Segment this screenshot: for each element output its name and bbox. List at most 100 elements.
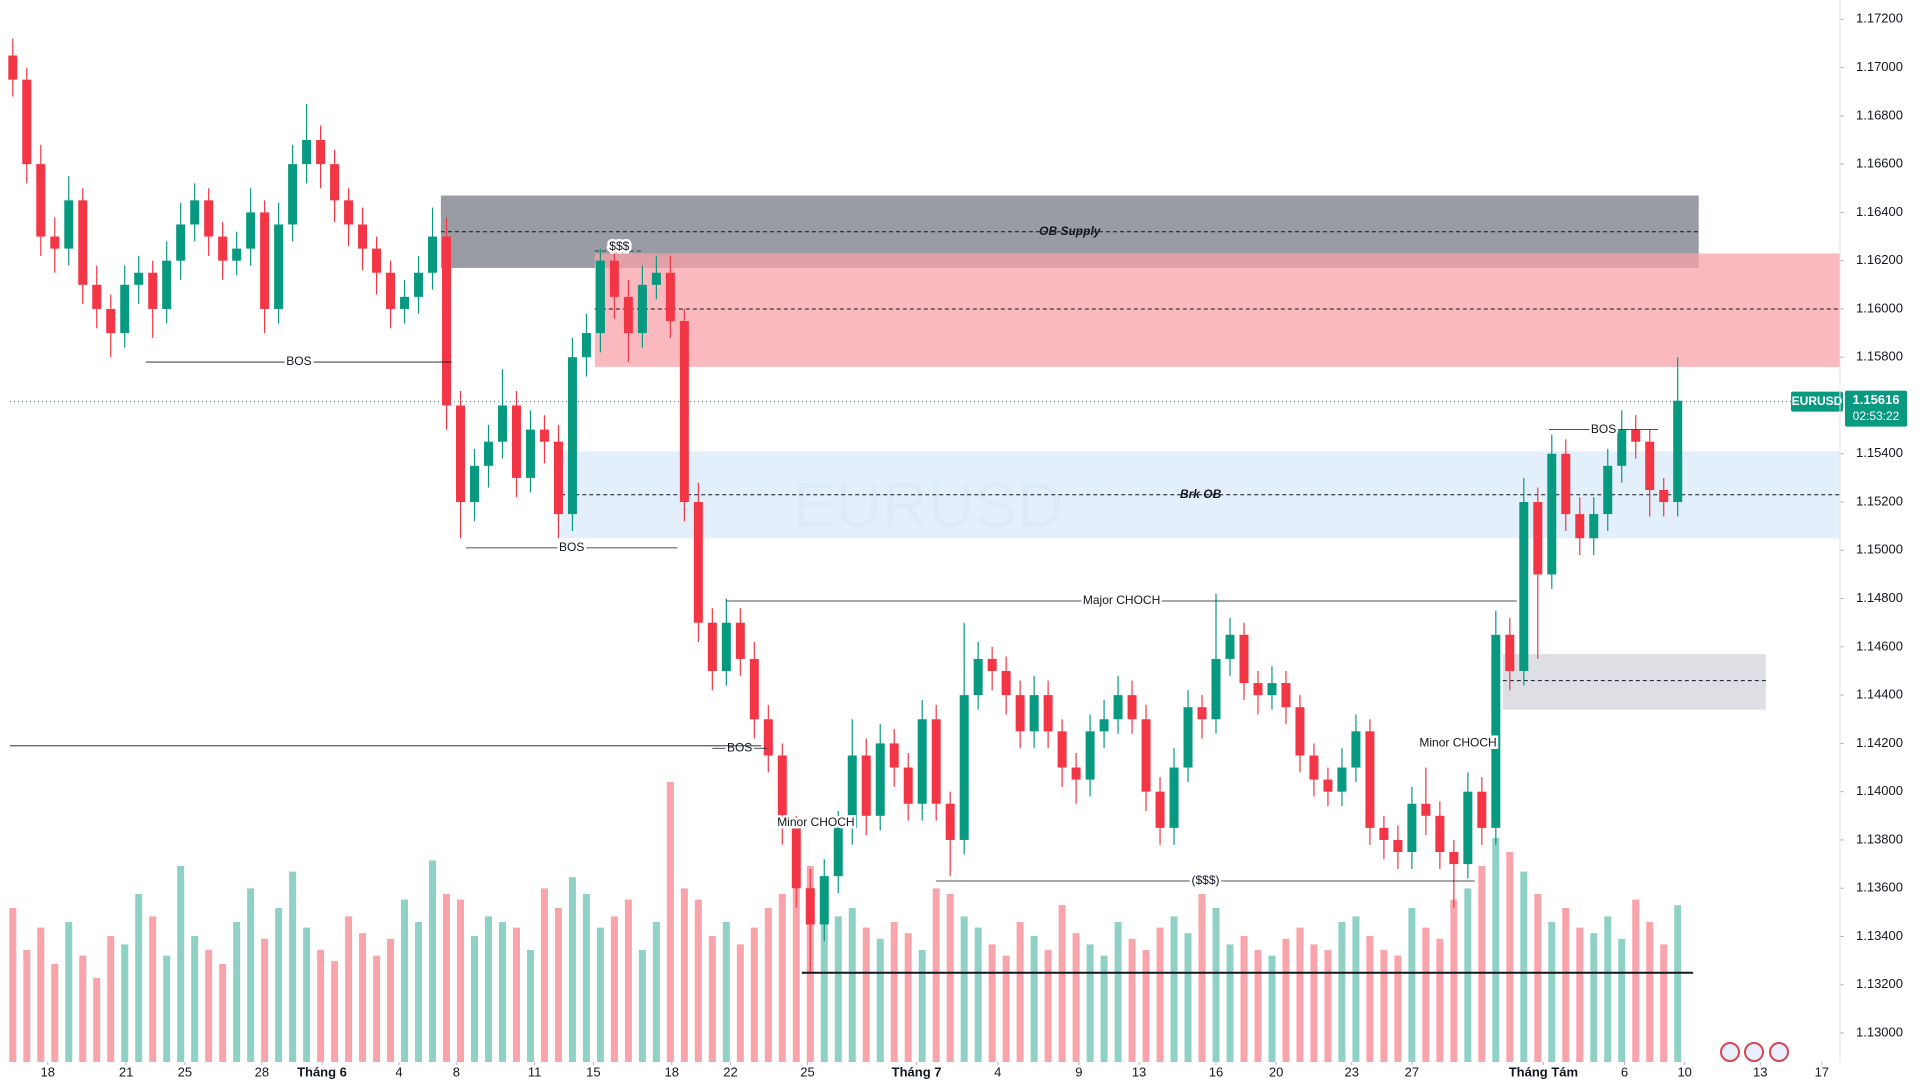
volume-bar xyxy=(1114,922,1122,1062)
volume-bar xyxy=(317,950,325,1062)
x-tick-label: 20 xyxy=(1269,1064,1283,1079)
x-tick-label: 4 xyxy=(994,1064,1001,1079)
candle-body xyxy=(372,248,382,273)
candle-body xyxy=(1211,658,1221,720)
volume-bar xyxy=(359,933,367,1062)
x-tick-label: 25 xyxy=(178,1064,192,1079)
candles xyxy=(8,38,1683,973)
event-flag[interactable] xyxy=(1769,1042,1789,1062)
candle-body xyxy=(945,803,955,840)
candle-body xyxy=(92,284,102,309)
candle-body xyxy=(609,260,619,297)
x-tick-label: 18 xyxy=(41,1064,55,1079)
volume-bar xyxy=(526,950,534,1062)
candle-body xyxy=(274,224,284,309)
candle-body xyxy=(1197,707,1207,720)
candle-body xyxy=(36,164,46,237)
candle-body xyxy=(1421,803,1431,816)
candle-body xyxy=(106,308,116,334)
volume-bar xyxy=(680,888,688,1062)
volume-bar xyxy=(219,964,227,1062)
price-tag-label: 1.15616 xyxy=(1853,392,1900,407)
volume-bar xyxy=(1422,927,1430,1062)
y-tick-label: 1.13400 xyxy=(1856,928,1903,943)
candle-body xyxy=(1099,719,1109,732)
candle-body xyxy=(1323,779,1333,792)
candle-body xyxy=(316,139,326,165)
candle-body xyxy=(693,502,703,623)
candle-body xyxy=(190,200,200,225)
volume-bar xyxy=(946,894,954,1062)
volume-bar xyxy=(457,899,465,1062)
volume-bar xyxy=(1632,899,1640,1062)
volume-bar xyxy=(1408,908,1416,1062)
volume-bar xyxy=(415,922,423,1062)
volume-bar xyxy=(79,955,87,1062)
y-tick-label: 1.14200 xyxy=(1856,735,1903,750)
volume-bar xyxy=(135,894,143,1062)
volume-bar xyxy=(1562,908,1570,1062)
volume-bar xyxy=(498,922,506,1062)
price-tag xyxy=(1845,390,1907,427)
candle-body xyxy=(1239,634,1249,684)
x-tick-label: 6 xyxy=(1621,1064,1628,1079)
x-tick-label: 16 xyxy=(1209,1064,1223,1079)
volume-bar xyxy=(261,938,269,1062)
candle-body xyxy=(1015,695,1025,732)
x-tick-label: 18 xyxy=(665,1064,679,1079)
volume-bar xyxy=(93,978,101,1062)
volume-bar xyxy=(121,944,129,1062)
x-tick-label: 27 xyxy=(1405,1064,1419,1079)
candle-body xyxy=(1631,429,1641,442)
level-label: BOS xyxy=(286,354,311,368)
y-tick-label: 1.15000 xyxy=(1856,542,1903,557)
candle-body xyxy=(1449,852,1459,865)
candle-body xyxy=(1001,670,1011,696)
x-tick-label: 11 xyxy=(528,1064,542,1079)
volume-bar xyxy=(638,950,646,1062)
level-label: BOS xyxy=(727,740,752,754)
candle-body xyxy=(1309,755,1319,780)
y-tick-label: 1.15800 xyxy=(1856,349,1903,364)
y-tick-label: 1.16800 xyxy=(1856,107,1903,122)
volume-bar xyxy=(960,916,968,1062)
candle-body xyxy=(1267,683,1277,696)
volume-bar xyxy=(443,894,451,1062)
volume-bar xyxy=(387,938,395,1062)
event-flag[interactable] xyxy=(1744,1042,1764,1062)
candle-body xyxy=(176,224,186,261)
volume-bar xyxy=(247,888,255,1062)
volume-bar xyxy=(1086,944,1094,1062)
volume-bar xyxy=(401,899,409,1062)
volume-bar xyxy=(876,938,884,1062)
volume-bar xyxy=(303,927,311,1062)
volume-bar xyxy=(1520,871,1528,1062)
x-tick-label: 17 xyxy=(1815,1064,1829,1079)
event-icons xyxy=(1720,1042,1789,1062)
volume-bar xyxy=(1674,905,1682,1062)
level-label: BOS xyxy=(1591,422,1616,436)
volume-bar xyxy=(596,927,604,1062)
candle-body xyxy=(1659,489,1669,503)
candle-body xyxy=(1169,767,1179,828)
candle-body xyxy=(847,755,857,828)
candle-body xyxy=(637,284,647,334)
x-tick-label: 13 xyxy=(1753,1064,1767,1079)
event-flag[interactable] xyxy=(1720,1042,1740,1062)
volume-bar xyxy=(554,908,562,1062)
volume-bar xyxy=(373,955,381,1062)
volume-bar xyxy=(51,964,59,1062)
volume-bar xyxy=(345,916,353,1062)
candle-body xyxy=(931,719,941,804)
candle-body xyxy=(623,296,633,334)
volume-bar xyxy=(652,922,660,1062)
candle-body xyxy=(1435,815,1445,853)
candle-body xyxy=(1575,514,1585,539)
candle-body xyxy=(1603,465,1613,515)
volume-bar xyxy=(484,916,492,1062)
candle-body xyxy=(511,405,521,478)
candle-body xyxy=(1253,683,1263,696)
volume-bar xyxy=(736,944,744,1062)
candle-body xyxy=(595,260,605,334)
volume-bar xyxy=(918,950,926,1062)
